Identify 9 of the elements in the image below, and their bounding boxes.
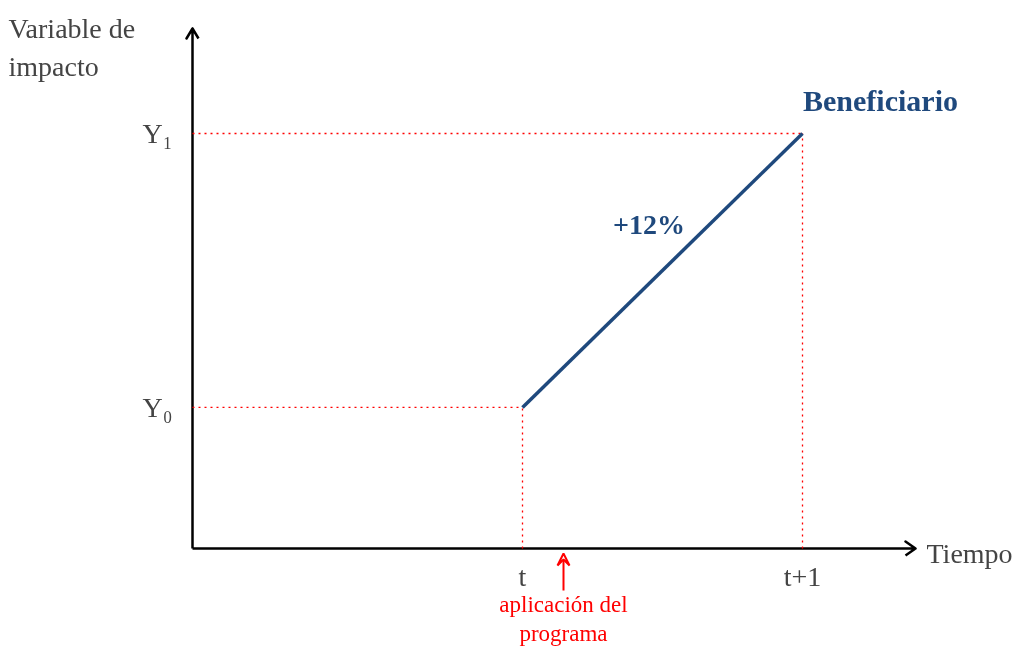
ref-line-label: Y₀ [142,391,173,423]
series-label: Beneficiario [803,84,958,117]
annotation: +12% [612,209,685,241]
x-tick-label: t [518,560,527,592]
ref-line-label: Y₁ [142,118,173,149]
x-tick-label: t+1 [783,560,822,592]
y-axis-title: Variable de impacto [8,13,136,82]
x-axis-title: Tiempo [926,538,1013,569]
text: aplicación del programa [499,592,628,646]
